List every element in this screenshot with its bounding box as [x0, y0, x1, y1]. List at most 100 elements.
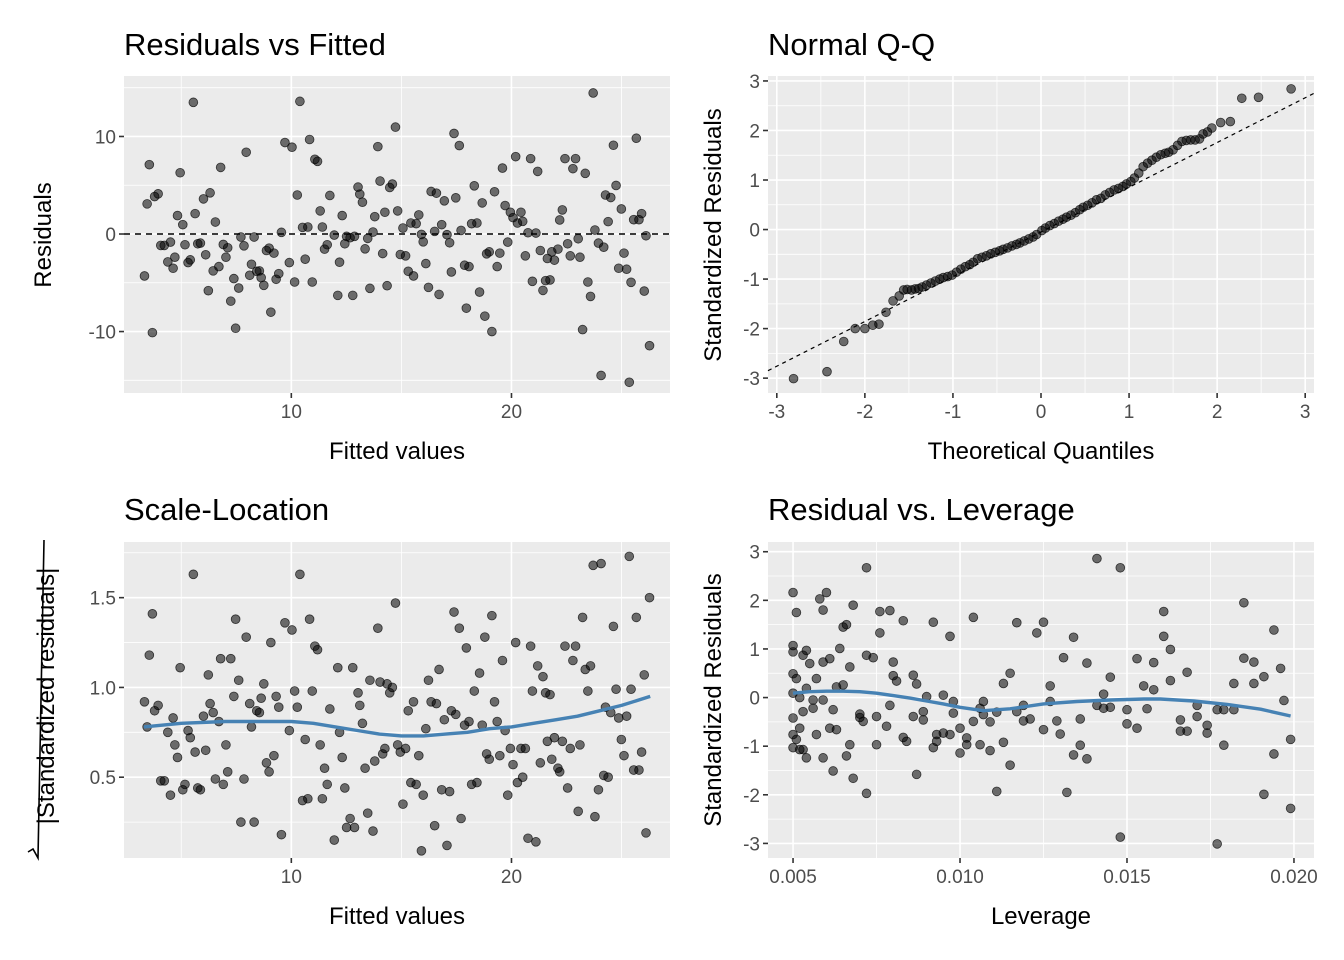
data-point	[362, 233, 373, 244]
data-point	[1207, 123, 1217, 133]
data-point	[621, 264, 632, 275]
data-point	[411, 779, 421, 790]
data-point	[345, 813, 355, 824]
data-point	[221, 740, 231, 750]
data-point	[329, 835, 340, 845]
data-point	[573, 806, 583, 817]
data-point	[525, 641, 536, 651]
data-point	[398, 799, 408, 809]
data-point	[261, 758, 272, 768]
data-point	[1055, 729, 1066, 739]
data-point	[1138, 681, 1149, 691]
data-point	[434, 289, 444, 300]
data-point	[794, 723, 805, 733]
data-point	[885, 605, 895, 616]
data-point	[218, 779, 229, 790]
data-point	[233, 675, 244, 686]
data-point	[613, 263, 624, 274]
data-point	[147, 609, 158, 619]
data-point	[175, 167, 185, 178]
data-point	[205, 188, 215, 198]
x-tick-label: 20	[501, 402, 522, 423]
data-point	[585, 291, 596, 302]
data-point	[175, 662, 185, 673]
data-point	[210, 217, 221, 227]
data-point	[221, 252, 231, 263]
data-point	[549, 255, 560, 265]
data-point	[1236, 93, 1247, 104]
data-point	[838, 680, 848, 690]
data-point	[1285, 734, 1296, 745]
data-point	[312, 644, 323, 655]
data-point	[239, 241, 249, 251]
data-point	[375, 176, 385, 186]
panel-title: Normal Q-Q	[768, 27, 935, 62]
data-point	[273, 268, 284, 279]
data-point	[998, 737, 1009, 748]
data-point	[898, 615, 909, 626]
data-point	[273, 702, 284, 712]
data-point	[1092, 553, 1102, 564]
data-point	[1132, 723, 1142, 733]
data-point	[1075, 740, 1086, 751]
y-tick-label: 0	[749, 689, 760, 710]
data-point	[1212, 839, 1222, 849]
data-point	[436, 784, 447, 795]
data-point	[480, 632, 490, 642]
data-point	[233, 283, 244, 293]
data-point	[413, 210, 424, 220]
data-point	[236, 817, 246, 827]
data-point	[1098, 689, 1109, 699]
data-point	[369, 211, 380, 222]
data-point	[195, 238, 206, 248]
data-point	[532, 661, 543, 671]
y-tick-label: 1.0	[90, 678, 116, 699]
data-point	[955, 723, 965, 733]
data-point	[955, 748, 965, 758]
data-point	[1062, 787, 1072, 798]
data-point	[423, 282, 434, 293]
data-point	[442, 229, 452, 240]
data-point	[505, 743, 516, 754]
data-point	[266, 637, 276, 648]
data-point	[461, 643, 472, 653]
data-point	[1038, 617, 1049, 628]
data-point	[527, 276, 538, 287]
data-point	[210, 774, 221, 784]
data-point	[307, 277, 318, 287]
plot-background	[124, 542, 670, 858]
data-point	[562, 238, 573, 249]
data-point	[392, 206, 403, 216]
data-point	[418, 790, 428, 800]
data-point	[502, 790, 513, 800]
normal-qq-panel: Normal Q-Q -3 -2 -1 0 1 2 3 -3 -2 -1 0 1 2 3 Theoreti…	[700, 27, 1315, 465]
data-point	[439, 196, 450, 206]
square-root-sign-icon	[27, 539, 45, 861]
data-point	[821, 587, 832, 598]
data-point	[469, 181, 480, 191]
data-point	[264, 767, 274, 777]
data-point	[354, 700, 365, 711]
data-point	[377, 248, 388, 259]
data-point	[545, 275, 555, 285]
data-point	[222, 767, 233, 777]
data-point	[246, 722, 257, 732]
data-point	[341, 822, 352, 833]
data-point	[1082, 754, 1092, 764]
data-point	[828, 704, 838, 715]
data-point	[495, 248, 505, 258]
data-point	[557, 736, 568, 747]
data-point	[875, 628, 885, 638]
data-point	[517, 772, 528, 783]
data-point	[1158, 606, 1169, 617]
data-point	[454, 623, 465, 633]
data-point	[1052, 716, 1062, 726]
data-point	[259, 679, 269, 689]
data-point	[450, 709, 461, 720]
x-tick-label: 2	[1212, 402, 1223, 423]
data-point	[911, 679, 922, 689]
data-point	[180, 779, 190, 790]
data-point	[332, 290, 343, 301]
data-point	[822, 366, 832, 377]
data-point	[1229, 678, 1239, 689]
